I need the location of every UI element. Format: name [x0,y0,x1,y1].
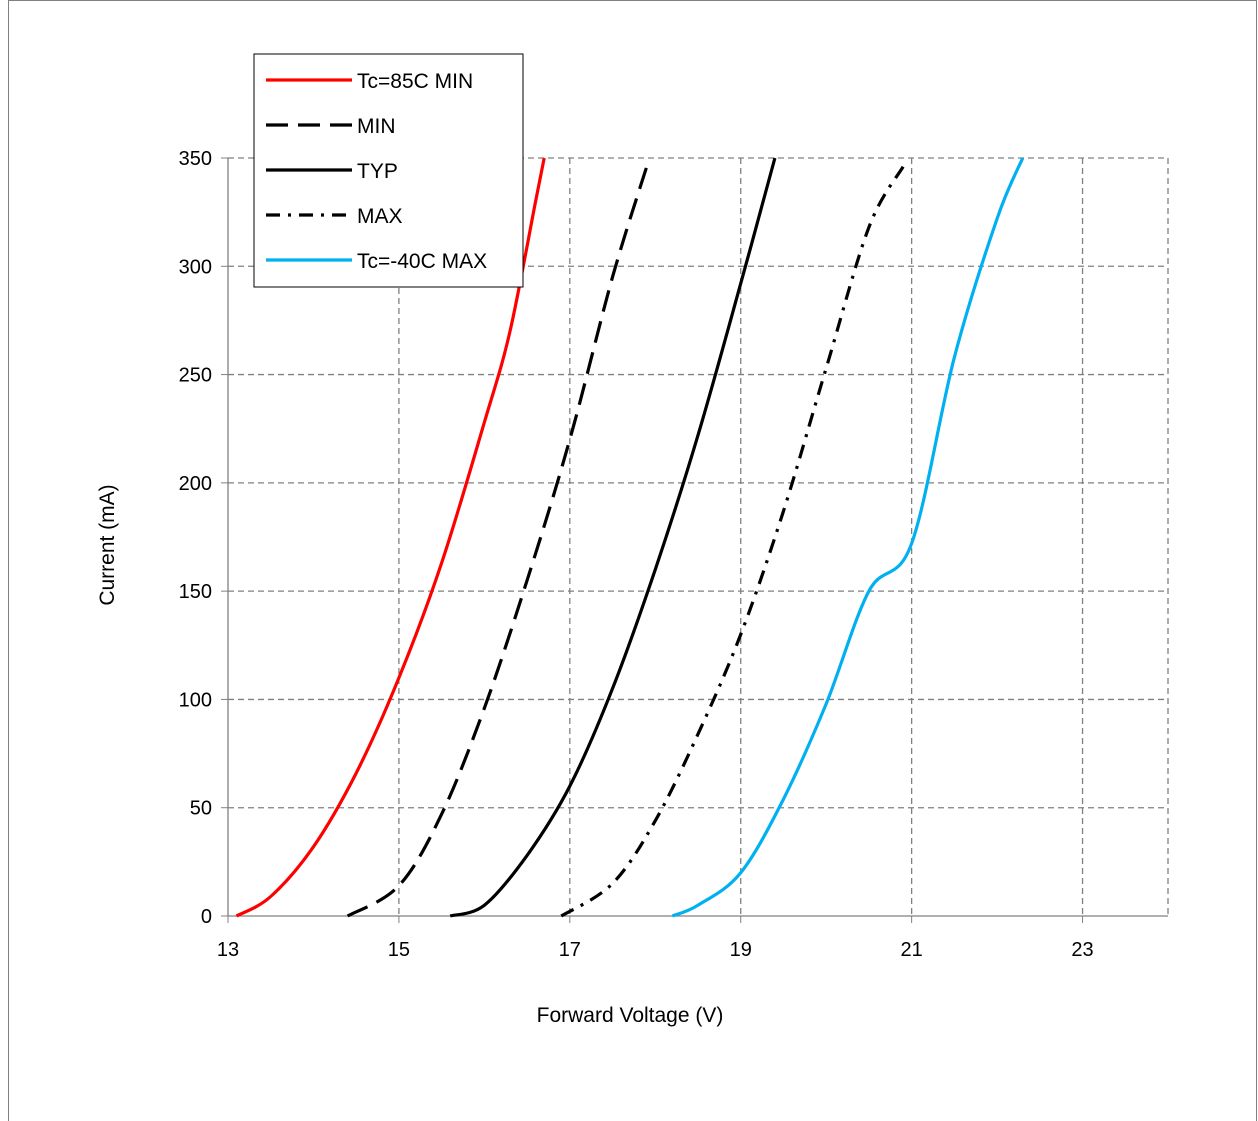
legend-label-2: TYP [357,160,398,183]
legend-label-0: Tc=85C MIN [357,70,473,93]
legend-label-1: MIN [357,115,396,138]
legend: Tc=85C MIN MIN TYP MAX Tc=-40C MAX [253,53,524,288]
x-tick-label: 21 [901,939,923,961]
tick-labels: 0 50 100 150 200 250 300 350 13 15 17 19 21 23 [179,148,1094,961]
x-tick-label: 19 [730,939,752,961]
x-tick-label: 13 [217,939,239,961]
legend-label-4: Tc=-40C MAX [357,250,487,273]
x-tick-label: 23 [1071,939,1093,961]
grid [228,157,1169,916]
axes [221,157,1168,923]
y-tick-label: 350 [179,148,212,170]
y-tick-label: 100 [179,689,212,711]
y-tick-label: 200 [179,473,212,495]
chart-frame [8,0,1257,1121]
y-tick-label: 250 [179,365,212,387]
y-tick-label: 0 [201,906,212,928]
x-axis-title: Forward Voltage (V) [537,1004,724,1027]
series-line-4 [671,157,1025,918]
y-axis-title: Current (mA) [96,484,119,605]
x-tick-label: 17 [559,939,581,961]
series-line-2 [449,157,777,918]
y-tick-label: 150 [179,581,212,603]
x-tick-label: 15 [388,939,410,961]
series-line-3 [560,165,905,918]
y-tick-label: 300 [179,256,212,278]
legend-label-3: MAX [357,205,403,228]
y-tick-label: 50 [190,798,212,820]
series-line-1 [346,166,649,918]
